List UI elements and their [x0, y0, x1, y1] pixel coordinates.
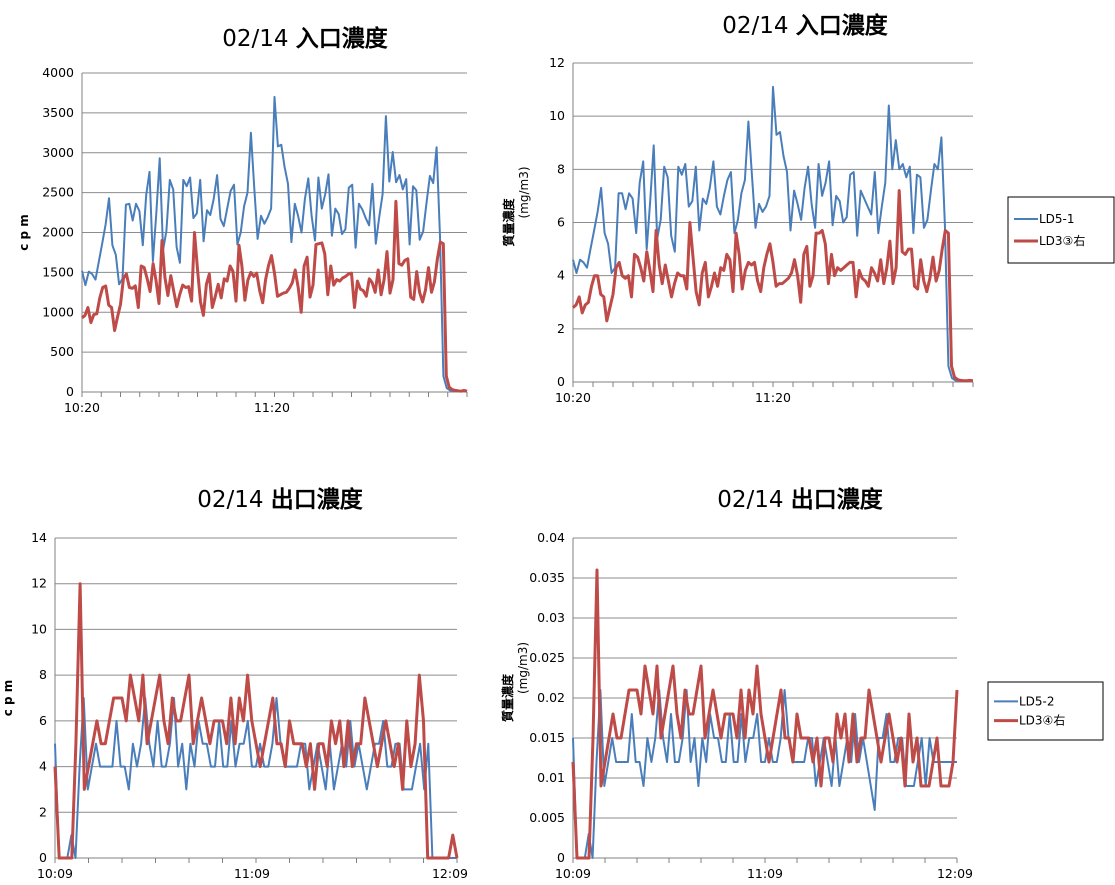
y-tick-label: 0.04: [537, 530, 565, 545]
y-tick-label: 2: [39, 804, 47, 819]
y-axis-unit: (mg/m3): [516, 642, 530, 694]
x-tick-label: 12:09: [937, 866, 973, 881]
y-axis-unit: (mg/m3): [517, 166, 531, 218]
y-tick-label: 0: [557, 850, 565, 865]
y-tick-label: 0.035: [529, 570, 565, 585]
y-tick-label: 8: [557, 161, 565, 176]
x-tick-label: 10:20: [555, 390, 591, 405]
y-tick-label: 4: [557, 268, 565, 283]
chart-2: 02/14 入口濃度 0 2 4 6 8 10 12 10:20 11:20 質量濃度(mg/m3)…: [501, 12, 1115, 405]
y-tick-label: 2500: [42, 185, 74, 200]
y-tick-label: 0.015: [529, 730, 565, 745]
series-line-1: [81, 95, 468, 393]
title-text: 出口濃度: [271, 486, 364, 513]
chart-1: 02/14 入口濃度 0 500 1000 1500 2000 2500 3000 3500 40…: [17, 25, 468, 415]
y-tick-label: 10: [549, 108, 565, 123]
series-line-2: [81, 199, 468, 393]
y-tick-label: 0.005: [529, 810, 565, 825]
title-text: 入口濃度: [796, 12, 889, 39]
legend-label: LD5-1: [1039, 212, 1075, 226]
x-tick-label: 10:09: [37, 866, 73, 881]
x-tick-label: 10:09: [555, 866, 591, 881]
y-tick-label: 12: [31, 576, 47, 591]
y-tick-label: 0.02: [537, 690, 565, 705]
x-tick-label: 11:09: [747, 866, 783, 881]
y-tick-label: 1500: [42, 264, 74, 279]
title-date: 02/14: [222, 26, 296, 52]
title-date: 02/14: [197, 487, 271, 513]
y-tick-label: 6: [39, 713, 47, 728]
y-tick-label: 4000: [42, 65, 74, 80]
chart-4: 02/14 出口濃度 0 0.005 0.01 0.015 0.02 0.025 0.03 0.…: [500, 486, 1104, 881]
chart-title: 02/14 入口濃度: [722, 12, 889, 39]
y-tick-label: 500: [50, 344, 74, 359]
y-tick-label: 2000: [42, 225, 74, 240]
series-line-1: [572, 85, 974, 382]
legend: LD5-2 LD3④右: [987, 681, 1104, 741]
x-tick-label: 11:20: [755, 390, 791, 405]
y-tick-label: 3500: [42, 105, 74, 120]
y-tick-label: 14: [31, 530, 47, 545]
x-tick-label: 11:09: [234, 866, 270, 881]
y-axis-label: c p m: [17, 214, 31, 251]
chart-title: 02/14 出口濃度: [717, 486, 884, 513]
series-line-2: [53, 582, 459, 860]
y-tick-label: 4: [39, 759, 47, 774]
chart-title: 02/14 出口濃度: [197, 486, 364, 513]
title-text: 出口濃度: [791, 486, 884, 513]
y-tick-label: 0.025: [529, 650, 565, 665]
x-tick-label: 12:09: [432, 866, 468, 881]
y-tick-label: 0: [66, 384, 74, 399]
x-tick-label: 11:20: [254, 400, 290, 415]
title-date: 02/14: [722, 13, 796, 39]
x-tick-label: 10:20: [64, 400, 100, 415]
y-tick-label: 1000: [42, 304, 74, 319]
y-tick-label: 8: [39, 667, 47, 682]
legend-label: LD5-2: [1019, 694, 1055, 708]
title-text: 入口濃度: [296, 25, 389, 52]
y-tick-label: 12: [549, 55, 565, 70]
y-tick-label: 2: [557, 321, 565, 336]
y-tick-label: 3000: [42, 145, 74, 160]
legend-label: LD3③右: [1039, 233, 1085, 248]
legend-box: [1007, 196, 1115, 264]
series-line-2: [572, 189, 974, 383]
y-tick-label: 6: [557, 215, 565, 230]
y-axis-label: 質量濃度: [501, 198, 516, 247]
legend: LD5-1 LD3③右: [1007, 196, 1115, 264]
title-date: 02/14: [717, 487, 791, 513]
series-line-2: [571, 568, 959, 860]
y-tick-label: 0: [557, 374, 565, 389]
series-line-1: [54, 697, 457, 859]
y-tick-label: 0.01: [537, 770, 565, 785]
chart-3: 02/14 出口濃度 0 2 4 6 8 10 12 14 10:09 11:09 12:09 c p …: [1, 486, 468, 881]
legend-label: LD3④右: [1019, 713, 1065, 728]
y-axis-label: 質量濃度: [500, 673, 515, 722]
series-line-1: [572, 689, 957, 859]
legend-box: [987, 681, 1104, 741]
y-axis-label: c p m: [1, 680, 15, 717]
y-tick-label: 0.03: [537, 610, 565, 625]
y-tick-label: 10: [31, 621, 47, 636]
y-tick-label: 0: [39, 850, 47, 865]
chart-title: 02/14 入口濃度: [222, 25, 389, 52]
